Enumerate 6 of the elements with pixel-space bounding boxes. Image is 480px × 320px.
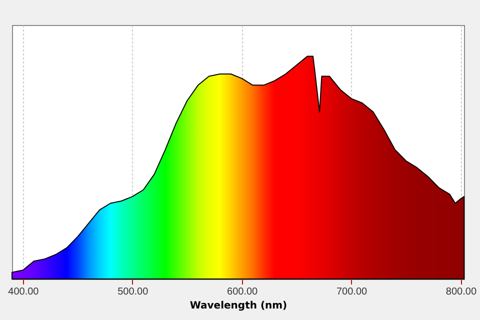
x-tick-label: 800.00 — [446, 286, 477, 298]
x-tick-label: 500.00 — [118, 286, 149, 298]
x-axis-title: Wavelength (nm) — [190, 300, 288, 312]
x-tick-label: 400.00 — [8, 286, 40, 298]
x-tick-label: 700.00 — [336, 286, 368, 298]
x-tick-label: 600.00 — [227, 286, 258, 298]
